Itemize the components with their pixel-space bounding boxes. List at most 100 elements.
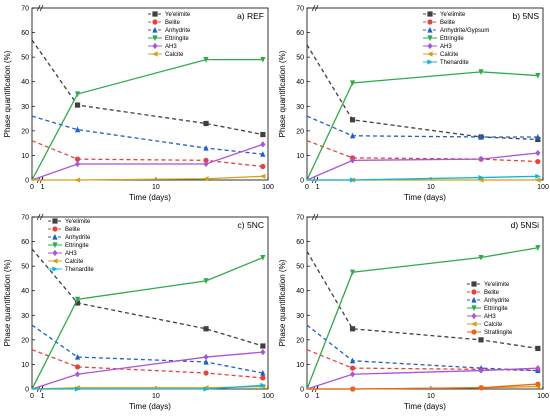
x-axis-label: Time (days): [129, 402, 171, 411]
y-axis-label: Phase quantification (%): [3, 50, 12, 137]
legend-label: Thenardite: [440, 60, 469, 66]
y-tick-label: 60: [296, 30, 304, 37]
x-tick-label: 0: [30, 393, 34, 400]
data-point: [478, 174, 485, 181]
data-point: [203, 358, 209, 365]
legend-label: Belite: [65, 227, 81, 233]
y-tick-label: 40: [296, 79, 304, 86]
y-axis-label: Phase quantification (%): [3, 259, 12, 346]
series-line: [31, 58, 263, 181]
data-point: [203, 160, 209, 168]
data-point: [349, 365, 356, 371]
legend-swatch-marker: [427, 59, 434, 65]
data-point: [535, 72, 541, 79]
data-point: [478, 385, 484, 391]
series-1: [306, 251, 541, 352]
series-line: [31, 351, 263, 390]
data-point: [74, 91, 81, 98]
legend-swatch-marker: [52, 266, 59, 272]
y-axis-label: Phase quantification (%): [278, 259, 287, 346]
legend-label: AH3: [165, 44, 177, 50]
axis-break-mark: [36, 213, 41, 221]
series-1: [31, 248, 266, 349]
series-6: [32, 173, 266, 183]
legend-label: Ye'elimite: [440, 12, 466, 18]
x-tick-label: 10: [427, 184, 435, 191]
legend-label: AH3: [484, 314, 496, 320]
series-line: [306, 251, 538, 350]
legend-label: AH3: [440, 44, 452, 50]
panel-title: a) REF: [237, 11, 264, 21]
y-tick-label: 40: [21, 79, 29, 86]
legend: Ye'elimite Belite Anhydrite/Gypsum Ettringi…: [423, 11, 489, 66]
legend-label: Ye'elimite: [165, 12, 191, 18]
data-point: [535, 158, 541, 165]
y-tick-label: 20: [296, 337, 304, 344]
x-tick-label: 100: [262, 184, 274, 191]
data-point: [260, 382, 266, 388]
series-7: [307, 173, 541, 183]
y-tick-label: 70: [296, 6, 304, 13]
data-point: [478, 367, 484, 374]
data-point: [203, 353, 209, 361]
legend-label: Belite: [165, 20, 181, 26]
legend-label: Calcite: [65, 259, 84, 265]
y-tick-label: 40: [21, 288, 29, 295]
x-tick-label: 10: [152, 393, 160, 400]
y-tick-label: 70: [296, 215, 304, 222]
legend: Ye'elimite Belite Anhydrite Ettringite AH3 Ca…: [148, 11, 191, 58]
data-point: [203, 326, 209, 332]
series-line: [31, 143, 264, 181]
y-tick-label: 0: [300, 178, 304, 185]
series-line: [306, 115, 538, 138]
series-7: [307, 381, 541, 392]
series-line: [307, 383, 538, 390]
data-point: [74, 364, 81, 370]
data-point: [202, 176, 209, 182]
series-line: [307, 175, 538, 181]
series-line: [32, 384, 263, 390]
series-3: [31, 324, 266, 376]
series-3: [306, 115, 541, 140]
data-point: [260, 57, 266, 63]
series-5: [306, 365, 541, 390]
data-point: [535, 245, 541, 251]
legend-swatch-marker: [151, 51, 158, 57]
panel-title: d) 5NSi: [511, 220, 539, 230]
x-tick-label: 100: [537, 393, 549, 400]
data-point: [535, 133, 541, 140]
data-point: [349, 157, 356, 164]
y-tick-label: 30: [296, 104, 304, 111]
legend-swatch-marker: [471, 296, 477, 303]
y-tick-label: 70: [21, 215, 29, 222]
series-5: [31, 141, 266, 181]
series-2: [306, 140, 541, 165]
legend-swatch-marker: [152, 19, 158, 25]
series-line: [306, 324, 538, 372]
x-tick-label: 1: [316, 393, 320, 400]
data-point: [535, 173, 541, 179]
series-4: [31, 57, 266, 181]
data-point: [349, 177, 356, 183]
data-point: [203, 57, 209, 63]
series-line: [32, 175, 263, 181]
data-point: [349, 117, 356, 123]
series-line: [306, 367, 538, 390]
legend-label: Anhydrite/Gypsum: [440, 28, 489, 34]
legend-swatch-marker: [471, 281, 477, 287]
data-point: [349, 371, 356, 378]
x-tick-label: 100: [537, 184, 549, 191]
data-point: [260, 254, 266, 261]
axis-break-mark: [314, 4, 319, 12]
series-line: [31, 115, 263, 155]
y-tick-label: 50: [296, 55, 304, 62]
panel-title: c) 5NC: [238, 220, 264, 230]
legend-swatch-marker: [52, 242, 58, 249]
legend-label: Calcite: [484, 322, 503, 328]
data-point: [260, 141, 266, 148]
data-point: [478, 69, 484, 75]
data-point: [74, 177, 81, 183]
data-point: [478, 254, 484, 261]
